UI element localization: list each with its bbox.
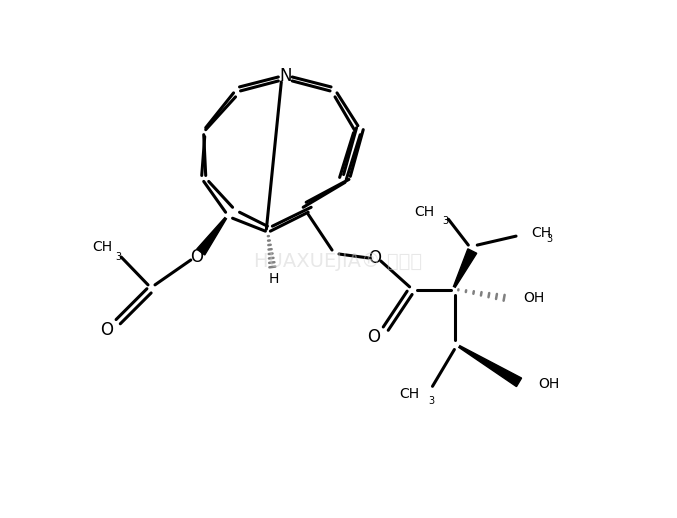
Text: CH: CH [414, 205, 435, 219]
Text: HUAXUEJIA® 化学加: HUAXUEJIA® 化学加 [254, 252, 422, 271]
Text: 3: 3 [442, 216, 448, 226]
Text: CH: CH [399, 387, 420, 401]
Text: OH: OH [523, 291, 544, 305]
Text: CH: CH [531, 226, 551, 240]
Text: N: N [279, 67, 292, 85]
Polygon shape [459, 346, 521, 386]
Polygon shape [454, 249, 477, 287]
Text: 3: 3 [429, 396, 435, 406]
Text: 3: 3 [115, 252, 121, 262]
Text: CH: CH [92, 240, 112, 254]
Text: H: H [268, 272, 278, 286]
Text: 3: 3 [547, 234, 553, 244]
Text: OH: OH [538, 377, 559, 391]
Text: O: O [368, 327, 380, 346]
Text: O: O [368, 249, 381, 267]
Polygon shape [197, 218, 226, 255]
Text: O: O [100, 321, 113, 339]
Text: O: O [190, 248, 203, 266]
